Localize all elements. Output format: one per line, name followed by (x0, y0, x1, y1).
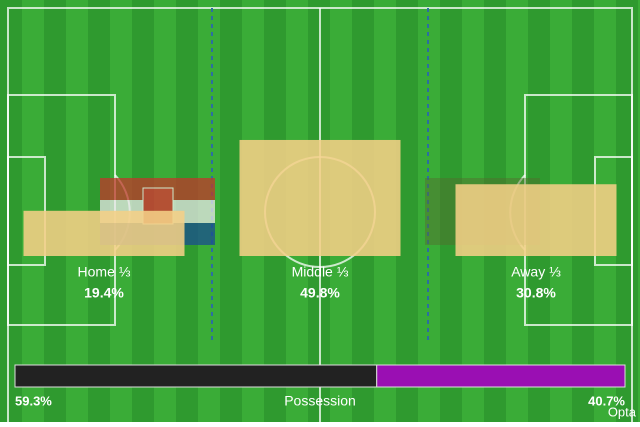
possession-away: 40.7% (588, 393, 625, 408)
zone-label: Away ⅓ (511, 264, 561, 280)
possession-bar (14, 364, 378, 388)
zone-value: 49.8% (300, 285, 340, 301)
territory-bar (23, 210, 185, 256)
zone-value: 30.8% (516, 285, 556, 301)
possession-bar (376, 364, 626, 388)
zone-value: 19.4% (84, 285, 124, 301)
territory-bar (239, 139, 401, 256)
zone-label: Home ⅓ (78, 264, 131, 280)
territory-bar (455, 184, 617, 256)
possession-title: Possession (284, 393, 356, 409)
zone-label: Middle ⅓ (292, 264, 349, 280)
possession-home: 59.3% (15, 393, 52, 408)
watermark: Opta (608, 404, 637, 419)
